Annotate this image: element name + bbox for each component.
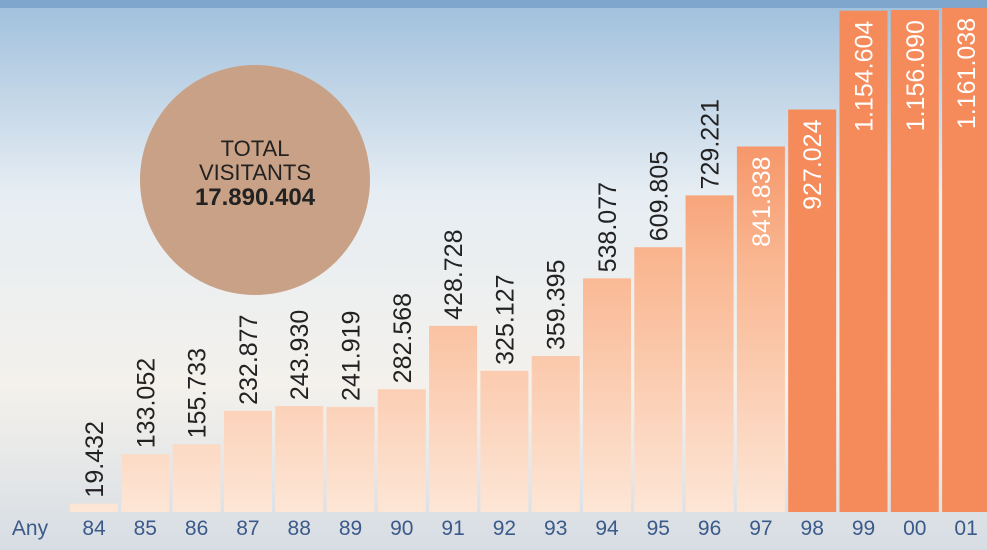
bar (429, 326, 477, 512)
value-label: 241.919 (338, 311, 366, 401)
value-label: 282.568 (389, 293, 417, 383)
x-tick-label: 99 (852, 517, 875, 540)
x-tick-label: 88 (288, 517, 311, 540)
x-tick-label: 84 (82, 517, 106, 540)
x-tick-label: 93 (544, 517, 567, 540)
bar (634, 247, 682, 512)
x-tick-label: 95 (647, 517, 670, 540)
bar (378, 389, 426, 512)
x-tick-label: 94 (595, 517, 619, 540)
bar (173, 444, 221, 512)
bar (532, 356, 580, 512)
x-tick-label: 90 (390, 517, 413, 540)
bar (224, 411, 272, 512)
value-label: 927.024 (799, 119, 827, 209)
value-label: 1.161.038 (953, 18, 981, 129)
bar (70, 504, 118, 512)
chart: TOTAL VISITANTS 17.890.404 Any 19.432841… (0, 0, 987, 550)
value-label: 428.728 (440, 229, 468, 319)
x-tick-label: 01 (954, 517, 977, 540)
value-label: 841.838 (748, 156, 776, 246)
bar (583, 278, 631, 512)
x-tick-label: 89 (339, 517, 362, 540)
value-label: 19.432 (81, 421, 109, 497)
value-label: 155.733 (184, 348, 212, 438)
x-tick-label: 00 (903, 517, 926, 540)
value-label: 359.395 (543, 260, 571, 350)
value-label: 1.154.604 (851, 21, 879, 132)
page: {"chart_data": {"type": "bar", "x_label"… (0, 0, 987, 550)
x-tick-label: 86 (185, 517, 208, 540)
value-label: 1.156.090 (902, 20, 930, 131)
top-band (0, 0, 987, 8)
x-tick-label: 98 (801, 517, 824, 540)
value-label: 538.077 (594, 182, 622, 272)
x-axis-label: Any (12, 517, 49, 540)
value-label: 133.052 (132, 358, 160, 448)
bar (480, 371, 528, 512)
value-label: 243.930 (286, 310, 314, 400)
total-caption: VISITANTS (199, 160, 311, 185)
total-caption: TOTAL (221, 136, 290, 161)
total-value: 17.890.404 (195, 184, 316, 211)
x-tick-label: 85 (134, 517, 157, 540)
value-label: 232.877 (235, 315, 263, 405)
x-tick-label: 87 (236, 517, 259, 540)
bar (686, 195, 734, 512)
x-tick-label: 96 (698, 517, 721, 540)
x-tick-label: 91 (441, 517, 464, 540)
x-tick-label: 97 (749, 517, 772, 540)
value-label: 325.127 (491, 274, 519, 364)
bar (275, 406, 323, 512)
bar (121, 454, 169, 512)
value-label: 609.805 (645, 151, 673, 241)
x-tick-label: 92 (493, 517, 516, 540)
bar (327, 407, 375, 512)
value-label: 729.221 (697, 99, 725, 189)
